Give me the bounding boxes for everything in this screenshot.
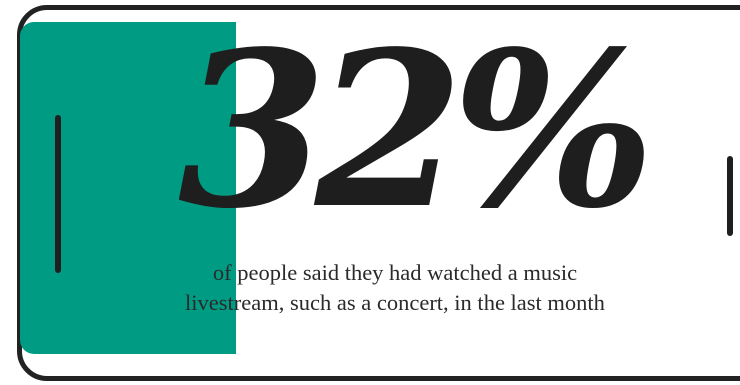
stat-caption: of people said they had watched a music … [130, 258, 660, 318]
headline-percentage: 32% [178, 5, 655, 256]
phone-side-button-right [727, 156, 733, 236]
phone-side-button-left [55, 115, 61, 273]
stat-caption-line-1: of people said they had watched a music [212, 260, 578, 285]
stat-caption-line-2: livestream, such as a concert, in the la… [185, 290, 605, 315]
